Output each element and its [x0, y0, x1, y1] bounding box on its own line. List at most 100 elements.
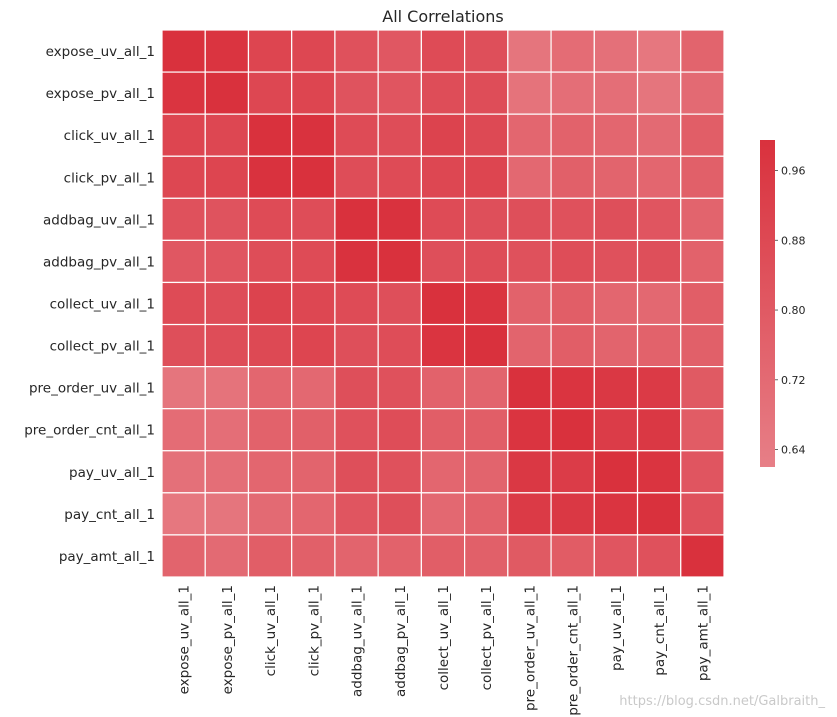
heatmap-cell [161, 408, 206, 452]
heatmap-cell [291, 29, 336, 73]
x-tick-label: collect_pv_all_1 [479, 585, 495, 690]
colorbar-tick-label: 0.88 [781, 234, 806, 247]
heatmap-cell [377, 408, 422, 452]
heatmap-cell [636, 239, 682, 284]
y-tick-label: pre_order_cnt_all_1 [24, 423, 155, 439]
y-tick-label: pre_order_uv_all_1 [29, 381, 155, 397]
colorbar-tick-label: 0.72 [781, 374, 806, 387]
heatmap-cell [247, 281, 293, 326]
heatmap-cell [291, 155, 336, 199]
heatmap-cell [680, 366, 725, 410]
heatmap-cell [464, 492, 509, 536]
colorbar-tick-label: 0.96 [781, 165, 806, 178]
heatmap-cell [247, 366, 293, 410]
heatmap-cell [204, 155, 250, 199]
heatmap-cell [204, 197, 250, 241]
heatmap-cell [464, 71, 509, 115]
heatmap-cell [247, 534, 293, 578]
x-tick-label: pre_order_uv_all_1 [522, 585, 538, 711]
colorbar: 0.96 0.88 0.80 0.72 0.64 [760, 140, 806, 467]
heatmap-cell [291, 71, 336, 115]
heatmap-cell [291, 408, 336, 452]
heatmap-cell [464, 323, 509, 368]
heatmap-cell [161, 71, 206, 115]
heatmap-cell [204, 239, 250, 284]
heatmap-cell [247, 239, 293, 284]
heatmap-cell [507, 29, 552, 73]
heatmap-cell [204, 450, 250, 494]
x-tick-label: expose_uv_all_1 [177, 585, 193, 694]
y-tick-label: pay_amt_all_1 [59, 549, 155, 565]
heatmap-cell [464, 113, 509, 157]
heatmap-cell [464, 155, 509, 199]
heatmap-cell [680, 408, 725, 452]
heatmap-cell [507, 450, 552, 494]
heatmap-cell [550, 408, 595, 452]
heatmap-cell [636, 197, 682, 241]
heatmap-cell [291, 366, 336, 410]
heatmap-cell [377, 197, 422, 241]
heatmap-cell [377, 450, 422, 494]
heatmap-cell [247, 323, 293, 368]
heatmap-cell [161, 492, 206, 536]
heatmap-cell [507, 534, 552, 578]
heatmap-cell [636, 281, 682, 326]
heatmap-cell [161, 197, 206, 241]
heatmap-cell [247, 113, 293, 157]
heatmap-cell [291, 450, 336, 494]
heatmap-cell [550, 197, 595, 241]
heatmap-cell [247, 408, 293, 452]
heatmap-cell [161, 155, 206, 199]
heatmap-cell [464, 29, 509, 73]
heatmap-cell [507, 281, 552, 326]
heatmap-cell [550, 534, 595, 578]
heatmap-cell [377, 155, 422, 199]
heatmap-cell [593, 239, 639, 284]
heatmap-cell [204, 366, 250, 410]
x-tick-label: addbag_uv_all_1 [350, 585, 366, 697]
heatmap-cell [204, 281, 250, 326]
heatmap-cell [550, 492, 595, 536]
heatmap-cell [291, 492, 336, 536]
heatmap-cell [291, 113, 336, 157]
colorbar-tick-label: 0.80 [781, 304, 806, 317]
heatmap-cell [161, 29, 206, 73]
heatmap-cell [550, 239, 595, 284]
heatmap-cell [204, 408, 250, 452]
heatmap-cell [420, 281, 466, 326]
heatmap-cell [636, 29, 682, 73]
y-tick-label: collect_pv_all_1 [50, 339, 155, 355]
heatmap-cell [593, 281, 639, 326]
heatmap-cell [377, 281, 422, 326]
heatmap-cell [377, 239, 422, 284]
chart-title: All Correlations [382, 7, 503, 26]
heatmap-cell [291, 281, 336, 326]
heatmap-cells [161, 29, 725, 578]
heatmap-cell [161, 534, 206, 578]
heatmap-cell [680, 450, 725, 494]
heatmap-cell [420, 155, 466, 199]
heatmap-cell [593, 534, 639, 578]
heatmap-cell [680, 492, 725, 536]
heatmap-cell [204, 323, 250, 368]
heatmap-cell [593, 155, 639, 199]
heatmap-cell [507, 323, 552, 368]
y-tick-label: click_pv_all_1 [64, 170, 155, 186]
watermark-text: https://blog.csdn.net/Galbraith_ [619, 694, 825, 709]
heatmap-cell [507, 113, 552, 157]
heatmap-cell [377, 492, 422, 536]
heatmap-cell [377, 71, 422, 115]
heatmap-cell [636, 492, 682, 536]
x-tick-label: click_uv_all_1 [263, 585, 279, 676]
heatmap-cell [420, 29, 466, 73]
heatmap-cell [291, 239, 336, 284]
y-tick-label: pay_uv_all_1 [69, 465, 155, 481]
heatmap-cell [420, 113, 466, 157]
heatmap-cell [636, 534, 682, 578]
heatmap-cell [550, 281, 595, 326]
heatmap-cell [550, 323, 595, 368]
heatmap-cell [377, 534, 422, 578]
heatmap-cell [680, 155, 725, 199]
heatmap-cell [420, 408, 466, 452]
